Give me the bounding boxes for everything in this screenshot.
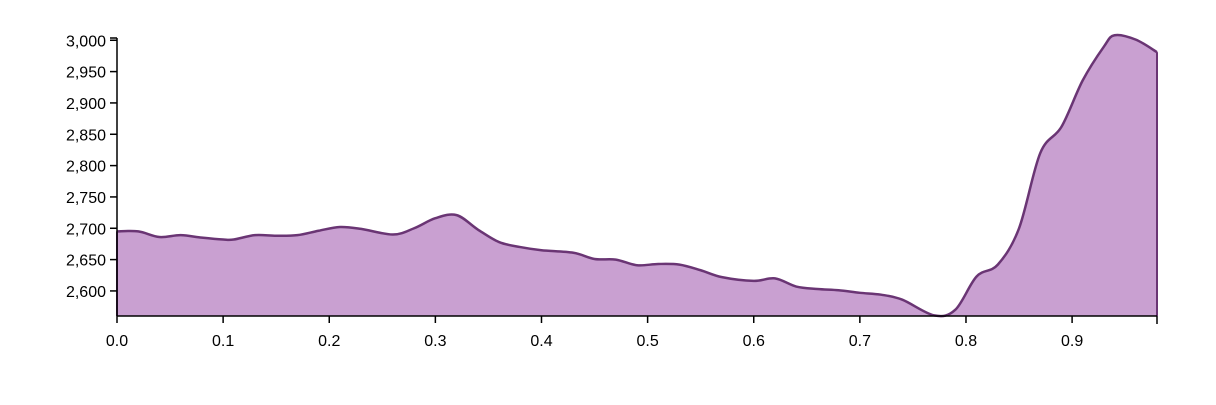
y-tick-label: 2,900 (66, 96, 106, 113)
x-tick-label: 0.5 (636, 333, 658, 350)
y-tick-label: 2,800 (66, 159, 106, 176)
x-tick-label: 0.8 (955, 333, 977, 350)
series-line (116, 33, 1158, 318)
y-tick-label: 2,750 (66, 190, 106, 207)
x-tick-label: 0.2 (318, 333, 340, 350)
x-tick-label: 0.3 (424, 333, 446, 350)
y-tick-label: 2,850 (66, 127, 106, 144)
area-fill (117, 34, 1157, 317)
y-tick-label: 3,000 (66, 33, 106, 50)
y-tick-label: 2,950 (66, 65, 106, 82)
plot-area (116, 33, 1158, 318)
x-tick-label: 0.4 (530, 333, 552, 350)
x-tick-label: 0.0 (106, 333, 128, 350)
y-tick-label: 2,700 (66, 221, 106, 238)
y-axis: 2,600 2,650 2,700 2,750 2,800 2,850 2,900 2,950… (66, 33, 118, 316)
y-tick-label: 2,600 (66, 284, 106, 301)
x-tick-label: 0.9 (1061, 333, 1083, 350)
x-tick-label: 0.7 (849, 333, 871, 350)
y-tick-label: 2,650 (66, 253, 106, 270)
x-tick-label: 0.1 (212, 333, 234, 350)
x-tick-label: 0.6 (743, 333, 765, 350)
x-axis: 0.0 0.1 0.2 0.3 0.4 0.5 0.6 0.7 0.8 0.9 (106, 315, 1158, 350)
